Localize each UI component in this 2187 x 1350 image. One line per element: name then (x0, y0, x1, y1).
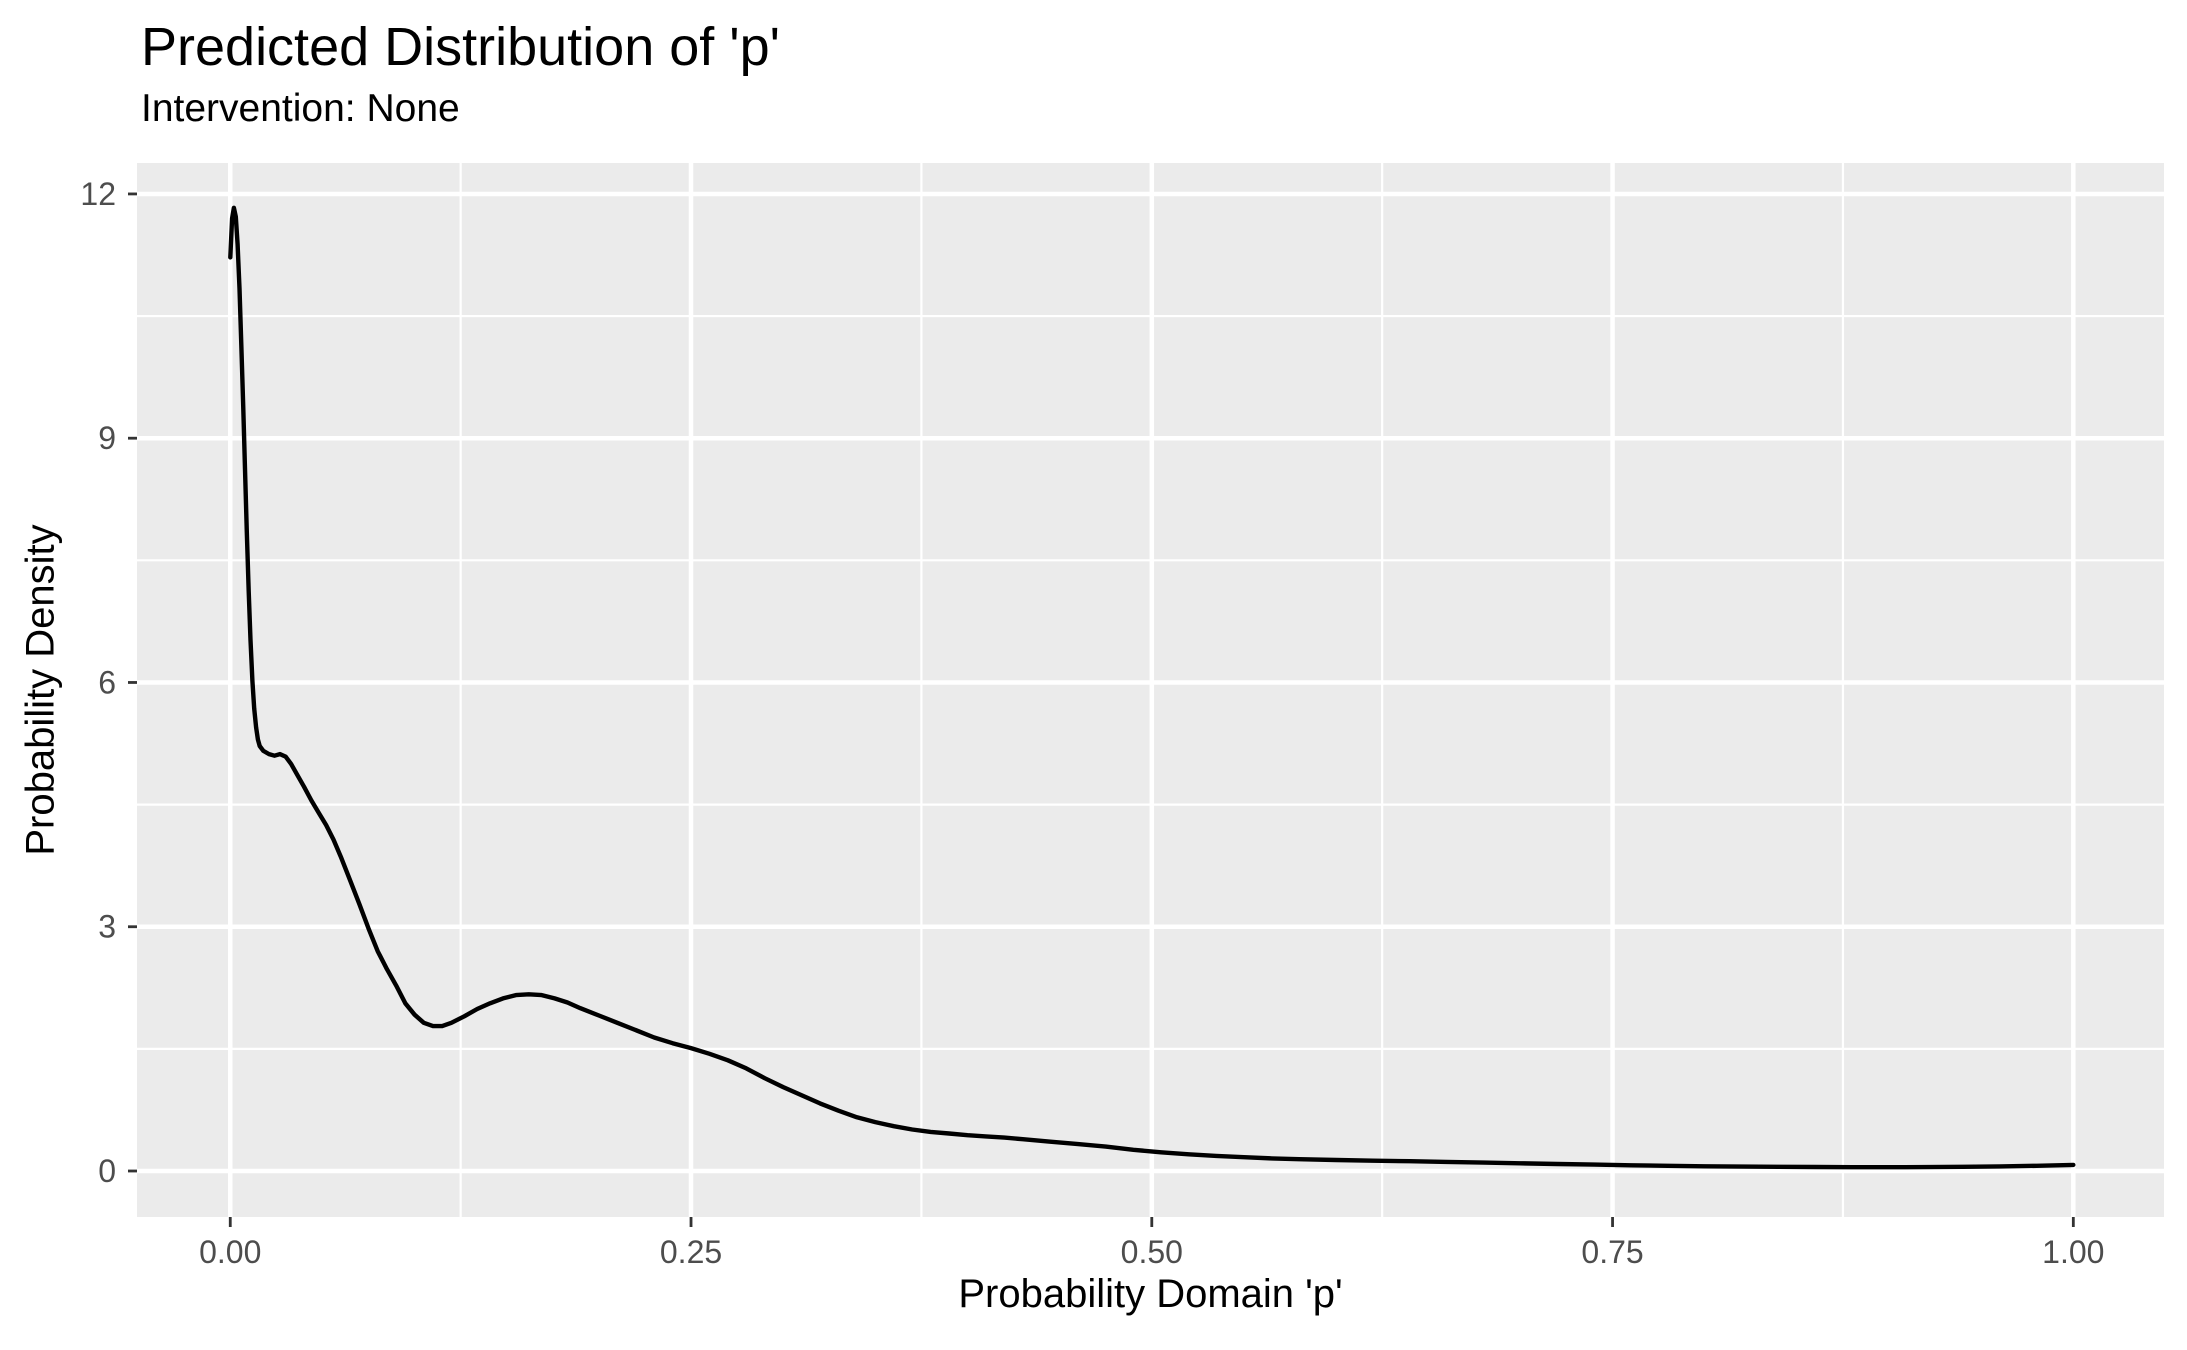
x-axis-title: Probability Domain 'p' (958, 1272, 1343, 1316)
y-tick-label: 12 (80, 176, 116, 212)
plot-subtitle: Intervention: None (141, 87, 460, 130)
density-curve (228, 205, 2076, 1170)
y-tick-label: 0 (98, 1153, 116, 1189)
y-tick-label: 3 (98, 909, 116, 945)
plot-title: Predicted Distribution of 'p' (141, 17, 780, 77)
x-tick-label: 0.00 (199, 1234, 261, 1270)
x-tick-label: 0.25 (660, 1234, 722, 1270)
x-tick-label: 1.00 (2042, 1234, 2104, 1270)
x-tick-label: 0.50 (1121, 1234, 1183, 1270)
y-tick-label: 9 (98, 420, 116, 456)
y-axis-title: Probability Density (18, 524, 63, 856)
x-tick-label: 0.75 (1581, 1234, 1643, 1270)
y-tick-label: 6 (98, 664, 116, 700)
